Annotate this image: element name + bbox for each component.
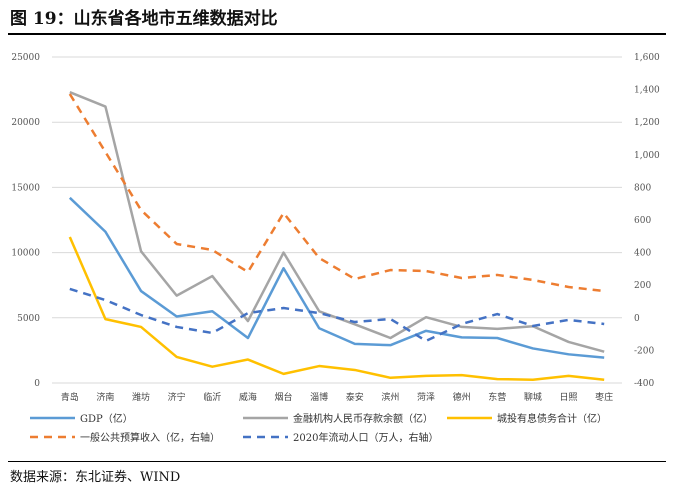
x-tick-label: 日照 xyxy=(560,392,578,403)
y-tick-label: 5000 xyxy=(17,314,40,324)
legend-label: 一般公共预算收入（亿，右轴） xyxy=(80,431,220,444)
x-tick-label: 烟台 xyxy=(275,391,293,403)
x-tick-label: 济宁 xyxy=(168,391,186,403)
x-tick-label: 德州 xyxy=(453,391,471,403)
y2-tick-label: 1,200 xyxy=(634,118,660,128)
y-tick-label: 20000 xyxy=(11,118,40,128)
chart: 0 5000 10000 15000 20000 25000 -400 -200 0 200 400… xyxy=(11,53,660,444)
legend-label: 2020年流动人口（万人，右轴） xyxy=(293,431,438,444)
source-note: 数据来源：东北证券、WIND xyxy=(10,470,181,485)
x-tick-label: 青岛 xyxy=(61,391,79,403)
y2-tick-label: 400 xyxy=(634,249,651,259)
legend-label: 金融机构人民币存款余额（亿） xyxy=(293,412,433,425)
series-line-4 xyxy=(69,287,605,343)
x-tick-label: 潍坊 xyxy=(132,391,150,403)
y-tick-label: 15000 xyxy=(11,183,40,193)
y-tick-label: 10000 xyxy=(11,249,40,259)
x-tick-label: 淄博 xyxy=(310,391,328,403)
series-line-1 xyxy=(69,91,605,353)
y2-tick-label: 1,400 xyxy=(634,86,660,96)
y2-tick-label: -400 xyxy=(634,379,654,389)
source-rule xyxy=(8,461,666,462)
y2-tick-label: 800 xyxy=(634,183,651,193)
y2-tick-label: 1,000 xyxy=(634,151,660,161)
x-tick-label: 东营 xyxy=(488,391,506,403)
y2-tick-label: 1,600 xyxy=(634,53,660,63)
x-tick-label: 泰安 xyxy=(346,391,364,403)
title-rule xyxy=(8,33,666,35)
y-tick-label: 0 xyxy=(34,379,40,389)
x-tick-label: 威海 xyxy=(239,391,257,403)
figure-title: 图 19：山东省各地市五维数据对比 xyxy=(10,9,278,29)
series-line-0 xyxy=(68,196,605,359)
y2-tick-label: 0 xyxy=(634,314,640,324)
x-tick-label: 临沂 xyxy=(203,391,221,403)
x-tick-label: 济南 xyxy=(96,391,114,403)
legend-label: 城投有息债务合计（亿） xyxy=(497,412,607,425)
x-tick-label: 菏泽 xyxy=(417,392,435,403)
y2-tick-label: 600 xyxy=(634,216,651,226)
y2-tick-label: -200 xyxy=(634,346,654,356)
y-tick-label: 25000 xyxy=(11,53,40,63)
legend-label: GDP（亿） xyxy=(80,412,133,425)
x-tick-label: 聊城 xyxy=(524,391,542,403)
series-line-2 xyxy=(68,236,605,381)
x-tick-label: 滨州 xyxy=(381,391,399,403)
x-tick-label: 枣庄 xyxy=(595,391,613,403)
y2-tick-label: 200 xyxy=(634,281,651,291)
series-line-3 xyxy=(68,93,605,293)
